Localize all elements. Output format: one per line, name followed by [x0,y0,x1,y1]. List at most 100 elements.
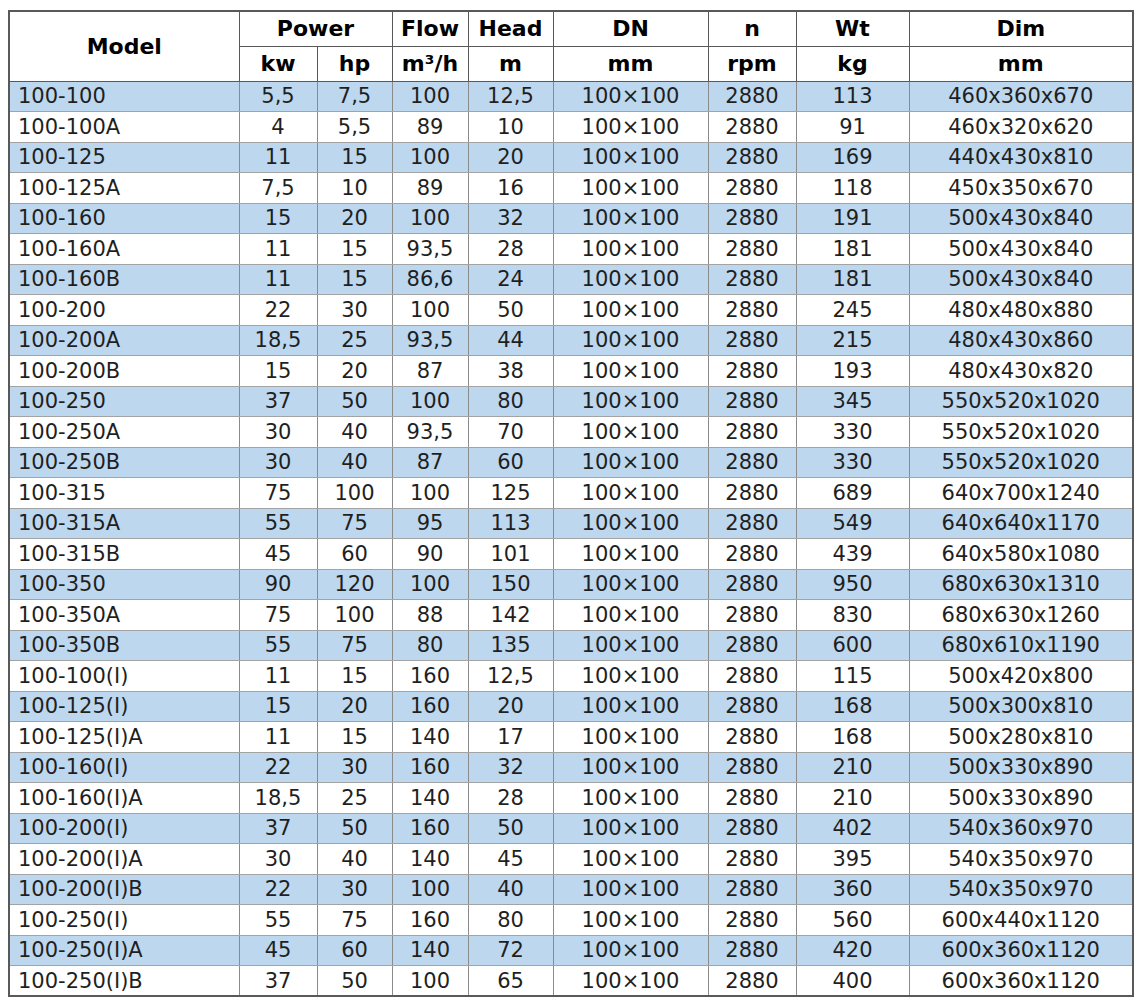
cell-model: 100-350A [9,600,239,631]
header-row-labels: Model Power Flow Head DN n Wt Dim [9,11,1133,46]
cell-flow: 86,6 [392,264,468,295]
cell-dim: 500x300x810 [909,691,1133,722]
cell-dim: 640x640x1170 [909,508,1133,539]
cell-head: 80 [468,905,553,936]
cell-flow: 87 [392,447,468,478]
table-row: 100-160(I)A18,52514028100×1002880210500x… [9,783,1133,814]
header-head: Head [468,11,553,46]
cell-dn: 100×100 [553,600,708,631]
cell-flow: 160 [392,752,468,783]
cell-head: 17 [468,722,553,753]
cell-model: 100-350 [9,569,239,600]
cell-n: 2880 [708,386,796,417]
cell-flow: 93,5 [392,417,468,448]
cell-wt: 345 [796,386,909,417]
cell-power-kw: 75 [239,478,317,509]
cell-wt: 395 [796,844,909,875]
cell-wt: 402 [796,813,909,844]
cell-n: 2880 [708,752,796,783]
cell-dim: 480x430x820 [909,356,1133,387]
cell-dn: 100×100 [553,874,708,905]
cell-power-kw: 30 [239,447,317,478]
cell-power-kw: 37 [239,386,317,417]
cell-dn: 100×100 [553,81,708,112]
table-row: 100-125(I)152016020100×1002880168500x300… [9,691,1133,722]
cell-dim: 500x330x890 [909,752,1133,783]
cell-flow: 160 [392,813,468,844]
cell-model: 100-100A [9,112,239,143]
cell-power-kw: 30 [239,844,317,875]
cell-dn: 100×100 [553,173,708,204]
cell-flow: 100 [392,203,468,234]
cell-power-kw: 11 [239,142,317,173]
cell-head: 60 [468,447,553,478]
cell-power-kw: 37 [239,813,317,844]
cell-n: 2880 [708,600,796,631]
table-row: 100-200(I)A304014045100×1002880395540x35… [9,844,1133,875]
cell-dn: 100×100 [553,966,708,997]
cell-power-hp: 40 [317,844,392,875]
cell-dn: 100×100 [553,722,708,753]
cell-model: 100-200(I) [9,813,239,844]
table-row: 100-100A45,58910100×100288091460x320x620 [9,112,1133,143]
cell-wt: 118 [796,173,909,204]
cell-wt: 191 [796,203,909,234]
header-power-kw: kw [239,46,317,81]
table-row: 100-160(I)223016032100×1002880210500x330… [9,752,1133,783]
cell-n: 2880 [708,234,796,265]
cell-flow: 100 [392,295,468,326]
cell-dn: 100×100 [553,264,708,295]
cell-head: 28 [468,783,553,814]
cell-model: 100-200A [9,325,239,356]
header-wt: Wt [796,11,909,46]
cell-power-kw: 7,5 [239,173,317,204]
cell-dim: 550x520x1020 [909,447,1133,478]
table-row: 100-1005,57,510012,5100×1002880113460x36… [9,81,1133,112]
cell-power-kw: 45 [239,935,317,966]
cell-n: 2880 [708,264,796,295]
cell-dim: 480x480x880 [909,295,1133,326]
cell-power-kw: 90 [239,569,317,600]
table-row: 100-125111510020100×1002880169440x430x81… [9,142,1133,173]
cell-wt: 950 [796,569,909,600]
cell-dn: 100×100 [553,783,708,814]
cell-power-hp: 30 [317,752,392,783]
cell-model: 100-250A [9,417,239,448]
cell-flow: 89 [392,112,468,143]
cell-model: 100-100 [9,81,239,112]
cell-model: 100-200 [9,295,239,326]
cell-n: 2880 [708,935,796,966]
cell-head: 16 [468,173,553,204]
cell-power-kw: 11 [239,234,317,265]
table-row: 100-250(I)557516080100×1002880560600x440… [9,905,1133,936]
cell-wt: 560 [796,905,909,936]
cell-model: 100-125 [9,142,239,173]
cell-wt: 830 [796,600,909,631]
table-row: 100-250B30408760100×1002880330550x520x10… [9,447,1133,478]
header-n: n [708,11,796,46]
cell-dn: 100×100 [553,478,708,509]
cell-power-kw: 22 [239,874,317,905]
cell-power-hp: 75 [317,905,392,936]
table-row: 100-200(I)375016050100×1002880402540x360… [9,813,1133,844]
cell-power-hp: 15 [317,661,392,692]
cell-model: 100-250B [9,447,239,478]
cell-n: 2880 [708,142,796,173]
cell-flow: 80 [392,630,468,661]
cell-dn: 100×100 [553,905,708,936]
cell-n: 2880 [708,508,796,539]
cell-dim: 680x610x1190 [909,630,1133,661]
cell-dim: 640x700x1240 [909,478,1133,509]
cell-dn: 100×100 [553,508,708,539]
cell-model: 100-125A [9,173,239,204]
table-row: 100-125(I)A111514017100×1002880168500x28… [9,722,1133,753]
table-row: 100-160B111586,624100×1002880181500x430x… [9,264,1133,295]
cell-flow: 89 [392,173,468,204]
cell-n: 2880 [708,356,796,387]
cell-head: 65 [468,966,553,997]
cell-head: 70 [468,417,553,448]
table-row: 100-200A18,52593,544100×1002880215480x43… [9,325,1133,356]
table-row: 100-350A7510088142100×1002880830680x630x… [9,600,1133,631]
header-power-hp: hp [317,46,392,81]
cell-dim: 450x350x670 [909,173,1133,204]
